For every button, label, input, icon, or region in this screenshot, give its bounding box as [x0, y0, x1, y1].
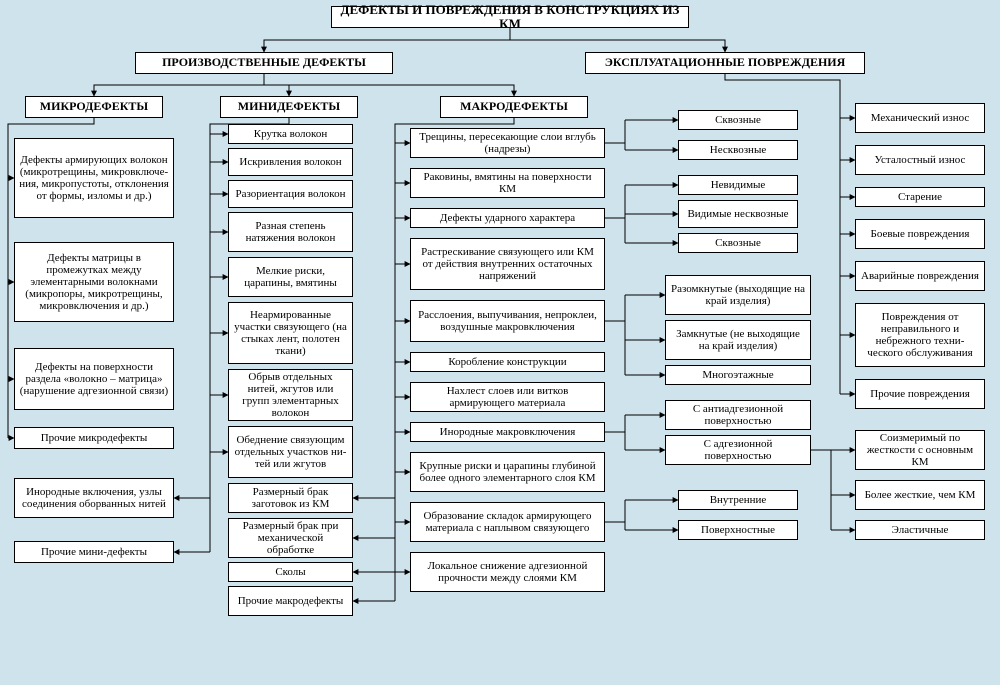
node-sub8_1: С антиадгезион­ной поверхностью	[665, 400, 811, 430]
node-op1: Механический износ	[855, 103, 985, 133]
node-macro4: Растрескивание связующего или КМ от дейс…	[410, 238, 605, 290]
node-cross2: Прочие мини-дефекты	[14, 541, 174, 563]
node-root: ДЕФЕКТЫ И ПОВРЕЖДЕНИЯ В КОНСТРУКЦИЯХ ИЗ …	[331, 6, 689, 28]
node-mini9: Размерный брак заготовок из КМ	[228, 483, 353, 513]
node-macro5: Расслоения, выпучивания, непроклеи, возд…	[410, 300, 605, 342]
node-macro3: Дефекты ударного характера	[410, 208, 605, 228]
node-mini12: Прочие макродефекты	[228, 586, 353, 616]
node-macro1: Трещины, пересекающие слои вглубь (надре…	[410, 128, 605, 158]
node-macro6: Коробление конструкции	[410, 352, 605, 372]
node-macro7: Нахлест слоев или витков армирующего мат…	[410, 382, 605, 412]
node-sub5_1: Разомкнутые (выходящие на край изделия)	[665, 275, 811, 315]
node-mini6: Неармированные участки связу­ющего (на с…	[228, 302, 353, 364]
node-mini4: Разная степень натяжения волокон	[228, 212, 353, 252]
node-micro3: Дефекты на поверхнос­ти раздела «волокно…	[14, 348, 174, 410]
node-sub10_1: Внутренние	[678, 490, 798, 510]
node-macro9: Крупные риски и царапины глубиной более …	[410, 452, 605, 492]
node-op2: Усталостный износ	[855, 145, 985, 175]
node-op4: Боевые повреждения	[855, 219, 985, 249]
node-micro1: Дефекты армирующих волокон (микротре­щин…	[14, 138, 174, 218]
node-mini10: Размерный брак при механичес­кой обработ…	[228, 518, 353, 558]
node-micro_h: МИКРОДЕФЕКТЫ	[25, 96, 163, 118]
node-stiff3: Эластичные	[855, 520, 985, 540]
node-macro11: Локальное снижение адге­зионной прочност…	[410, 552, 605, 592]
node-macro8: Инородные макровключения	[410, 422, 605, 442]
node-mini1: Крутка волокон	[228, 124, 353, 144]
node-mini_h: МИНИДЕФЕКТЫ	[220, 96, 358, 118]
node-op5: Аварийные повреждения	[855, 261, 985, 291]
node-sub8_2: С адгезионной поверхностью	[665, 435, 811, 465]
node-sub3_3: Сквозные	[678, 233, 798, 253]
node-macro10: Образование складок арми­рующего материа…	[410, 502, 605, 542]
node-cross1: Инородные включения, узлы соединения обо…	[14, 478, 174, 518]
node-mini5: Мелкие риски, царапины, вмятины	[228, 257, 353, 297]
node-sub10_2: Поверхностные	[678, 520, 798, 540]
node-mini8: Обеднение свя­зующим отдель­ных участков…	[228, 426, 353, 478]
node-mini3: Разориентация волокон	[228, 180, 353, 208]
node-micro4: Прочие микродефекты	[14, 427, 174, 449]
node-mini11: Сколы	[228, 562, 353, 582]
node-mini2: Искривления волокон	[228, 148, 353, 176]
node-sub5_2: Замкнутые (не выходящие на край изделия)	[665, 320, 811, 360]
node-op7: Прочие повреждения	[855, 379, 985, 409]
node-oper: ЭКСПЛУАТАЦИОННЫЕ ПОВРЕЖДЕНИЯ	[585, 52, 865, 74]
node-mini7: Обрыв отдель­ных нитей, жгу­тов или груп…	[228, 369, 353, 421]
node-macro2: Раковины, вмятины на поверхности КМ	[410, 168, 605, 198]
node-stiff2: Более жесткие, чем КМ	[855, 480, 985, 510]
node-sub5_3: Многоэтажные	[665, 365, 811, 385]
node-op6: Повреждения от неправильного и небрежног…	[855, 303, 985, 367]
node-prod: ПРОИЗВОДСТВЕННЫЕ ДЕФЕКТЫ	[135, 52, 393, 74]
node-sub3_1: Невидимые	[678, 175, 798, 195]
node-op3: Старение	[855, 187, 985, 207]
node-stiff1: Соизмеримый по жесткости с основ­ным КМ	[855, 430, 985, 470]
node-micro2: Дефекты матрицы в промежутках между элем…	[14, 242, 174, 322]
node-sub3_2: Видимые несквозные	[678, 200, 798, 228]
node-sub1_2: Несквозные	[678, 140, 798, 160]
node-sub1_1: Сквозные	[678, 110, 798, 130]
node-macro_h: МАКРОДЕФЕКТЫ	[440, 96, 588, 118]
